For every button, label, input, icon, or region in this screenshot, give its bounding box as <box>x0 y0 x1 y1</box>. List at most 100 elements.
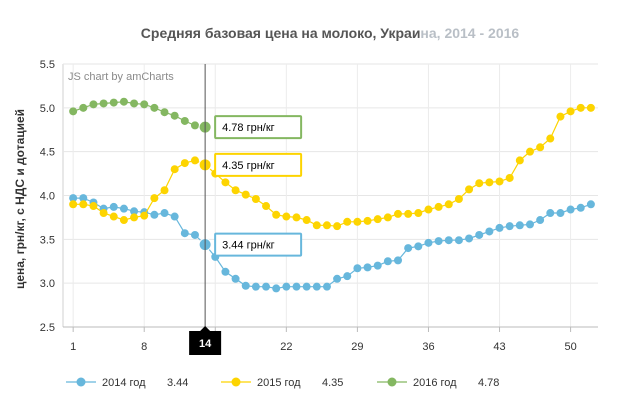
data-point[interactable] <box>343 217 352 226</box>
data-point[interactable] <box>231 274 240 283</box>
data-point[interactable] <box>292 213 301 222</box>
data-point[interactable] <box>262 282 271 291</box>
data-point[interactable] <box>515 156 524 165</box>
data-point[interactable] <box>383 257 392 266</box>
data-point[interactable] <box>160 108 169 117</box>
data-point[interactable] <box>89 202 98 211</box>
data-point[interactable] <box>160 186 169 195</box>
data-point[interactable] <box>475 230 484 239</box>
data-point[interactable] <box>536 216 545 225</box>
data-point[interactable] <box>69 107 78 116</box>
data-point[interactable] <box>262 202 271 211</box>
data-point[interactable] <box>160 209 169 218</box>
data-point[interactable] <box>485 227 494 236</box>
data-point[interactable] <box>404 244 413 253</box>
data-point[interactable] <box>130 213 139 222</box>
data-point[interactable] <box>505 173 514 182</box>
data-point[interactable] <box>576 103 585 112</box>
data-point[interactable] <box>566 107 575 116</box>
data-point[interactable] <box>79 194 88 203</box>
data-point[interactable] <box>302 282 311 291</box>
data-point[interactable] <box>333 274 342 283</box>
data-point[interactable] <box>414 242 423 251</box>
data-point[interactable] <box>180 159 189 168</box>
data-point[interactable] <box>495 223 504 232</box>
data-point[interactable] <box>505 222 514 231</box>
data-point[interactable] <box>190 121 199 130</box>
data-point[interactable] <box>322 221 331 230</box>
data-point[interactable] <box>383 213 392 222</box>
data-point[interactable] <box>150 210 159 219</box>
data-point[interactable] <box>140 211 149 220</box>
legend-label[interactable]: 2014 год <box>102 377 146 389</box>
data-point[interactable] <box>536 143 545 152</box>
data-point[interactable] <box>576 203 585 212</box>
data-point[interactable] <box>424 238 433 247</box>
amcharts-credit[interactable]: JS chart by amCharts <box>68 71 174 83</box>
data-point[interactable] <box>485 178 494 187</box>
data-point[interactable] <box>272 284 281 293</box>
data-point[interactable] <box>109 202 118 211</box>
data-point[interactable] <box>221 178 230 187</box>
data-point[interactable] <box>119 204 128 213</box>
data-point[interactable] <box>525 220 534 229</box>
data-point[interactable] <box>119 97 128 106</box>
data-point[interactable] <box>525 147 534 156</box>
data-point[interactable] <box>312 221 321 230</box>
data-point[interactable] <box>231 186 240 195</box>
data-point[interactable] <box>454 236 463 245</box>
data-point[interactable] <box>424 205 433 214</box>
data-point[interactable] <box>394 209 403 218</box>
data-point[interactable] <box>130 207 139 216</box>
data-point[interactable] <box>394 256 403 265</box>
data-point[interactable] <box>465 234 474 243</box>
data-point[interactable] <box>353 264 362 273</box>
data-point[interactable] <box>89 100 98 109</box>
data-point[interactable] <box>69 200 78 209</box>
data-point[interactable] <box>251 195 260 204</box>
data-point[interactable] <box>404 209 413 218</box>
data-point[interactable] <box>414 209 423 218</box>
data-point[interactable] <box>302 216 311 225</box>
data-point[interactable] <box>150 194 159 203</box>
data-point[interactable] <box>241 281 250 290</box>
data-point[interactable] <box>69 194 78 203</box>
data-point[interactable] <box>190 230 199 239</box>
data-point[interactable] <box>282 212 291 221</box>
data-point[interactable] <box>434 202 443 211</box>
data-point[interactable] <box>454 195 463 204</box>
data-point[interactable] <box>546 134 555 143</box>
data-point[interactable] <box>99 209 108 218</box>
data-point[interactable] <box>373 215 382 224</box>
data-point[interactable] <box>241 190 250 199</box>
data-point[interactable] <box>556 112 565 121</box>
data-point[interactable] <box>79 200 88 209</box>
data-point[interactable] <box>343 272 352 281</box>
data-point[interactable] <box>495 177 504 186</box>
data-point[interactable] <box>353 217 362 226</box>
data-point[interactable] <box>119 216 128 225</box>
data-point[interactable] <box>180 116 189 125</box>
data-point[interactable] <box>282 282 291 291</box>
legend-label[interactable]: 2016 год <box>413 377 457 389</box>
data-point[interactable] <box>515 221 524 230</box>
data-point[interactable] <box>221 267 230 276</box>
data-point[interactable] <box>130 99 139 108</box>
data-point[interactable] <box>109 212 118 221</box>
data-point[interactable] <box>180 229 189 238</box>
data-point[interactable] <box>99 99 108 108</box>
data-point[interactable] <box>170 165 179 174</box>
data-point[interactable] <box>444 200 453 209</box>
data-point[interactable] <box>434 237 443 246</box>
data-point[interactable] <box>566 205 575 214</box>
data-point[interactable] <box>465 185 474 194</box>
data-point[interactable] <box>150 103 159 112</box>
data-point[interactable] <box>251 282 260 291</box>
data-point[interactable] <box>190 156 199 165</box>
data-point[interactable] <box>140 100 149 109</box>
data-point[interactable] <box>556 209 565 218</box>
data-point[interactable] <box>312 282 321 291</box>
data-point[interactable] <box>170 212 179 221</box>
data-point[interactable] <box>109 98 118 107</box>
data-point[interactable] <box>444 236 453 245</box>
